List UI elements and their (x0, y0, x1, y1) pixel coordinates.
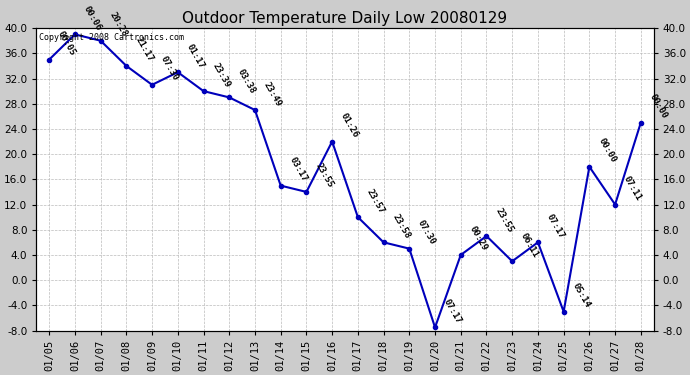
Text: 00:06: 00:06 (82, 4, 103, 32)
Text: 23:57: 23:57 (365, 187, 386, 215)
Text: 06:11: 06:11 (519, 231, 540, 259)
Text: 05:14: 05:14 (571, 282, 592, 309)
Text: 23:49: 23:49 (262, 80, 283, 108)
Text: 03:17: 03:17 (288, 156, 309, 183)
Text: 21:17: 21:17 (133, 36, 155, 64)
Text: 23:55: 23:55 (313, 162, 335, 190)
Text: 07:17: 07:17 (442, 297, 463, 325)
Text: 20:28: 20:28 (108, 11, 129, 39)
Text: 00:00: 00:00 (648, 93, 669, 120)
Text: 23:39: 23:39 (210, 61, 232, 89)
Text: 23:55: 23:55 (493, 206, 515, 234)
Text: 01:17: 01:17 (185, 42, 206, 70)
Text: 07:30: 07:30 (416, 219, 437, 246)
Text: 07:11: 07:11 (622, 175, 643, 202)
Text: Copyright 2008 Cartronics.com: Copyright 2008 Cartronics.com (39, 33, 184, 42)
Text: 03:38: 03:38 (236, 68, 257, 95)
Text: 00:29: 00:29 (468, 225, 489, 253)
Text: 23:58: 23:58 (391, 212, 412, 240)
Text: 00:05: 00:05 (56, 30, 77, 57)
Text: 07:17: 07:17 (545, 212, 566, 240)
Text: 00:00: 00:00 (596, 137, 618, 165)
Title: Outdoor Temperature Daily Low 20080129: Outdoor Temperature Daily Low 20080129 (182, 10, 508, 26)
Text: 01:26: 01:26 (339, 112, 360, 140)
Text: 07:30: 07:30 (159, 55, 180, 82)
